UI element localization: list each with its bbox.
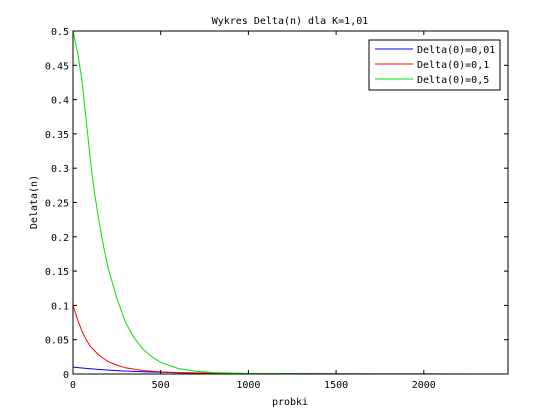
y-axis-label: Delata(n)	[29, 175, 40, 229]
y-tick-label: 0.4	[51, 96, 69, 107]
series-line-2	[72, 30, 508, 375]
chart-title: Wykres Delta(n) dla K=1,01	[212, 16, 369, 27]
x-tick-label: 0	[70, 380, 76, 391]
legend-box	[368, 39, 501, 91]
x-tick-label: 2000	[412, 380, 436, 391]
y-tick-label: 0.35	[45, 130, 69, 141]
axes-layer: 0 500 1000 1500 2000 0 0.05 0.1 0.15 0.2 0.25 0.3 0.…	[45, 27, 509, 391]
y-tick-label: 0.45	[45, 61, 69, 72]
legend-label-2: Delta(0)=0,5	[417, 75, 489, 86]
legend-label-0: Delta(0)=0,01	[417, 45, 495, 56]
y-tick-label: 0.5	[51, 27, 69, 38]
y-tick-label: 0.3	[51, 164, 69, 175]
y-tick-label: 0.05	[45, 336, 69, 347]
y-tick-label: 0	[63, 370, 69, 381]
legend-label-1: Delta(0)=0,1	[417, 60, 489, 71]
x-axis-label: probki	[272, 397, 308, 408]
y-tick-label: 0.1	[51, 301, 69, 312]
y-tick-label: 0.15	[45, 267, 69, 278]
legend: Delta(0)=0,01 Delta(0)=0,1 Delta(0)=0,5	[368, 39, 501, 91]
y-tick-label: 0.2	[51, 233, 69, 244]
y-tick-label: 0.25	[45, 199, 69, 210]
x-tick-label: 1500	[324, 380, 348, 391]
x-tick-label: 1000	[236, 380, 260, 391]
x-tick-label: 500	[152, 380, 170, 391]
